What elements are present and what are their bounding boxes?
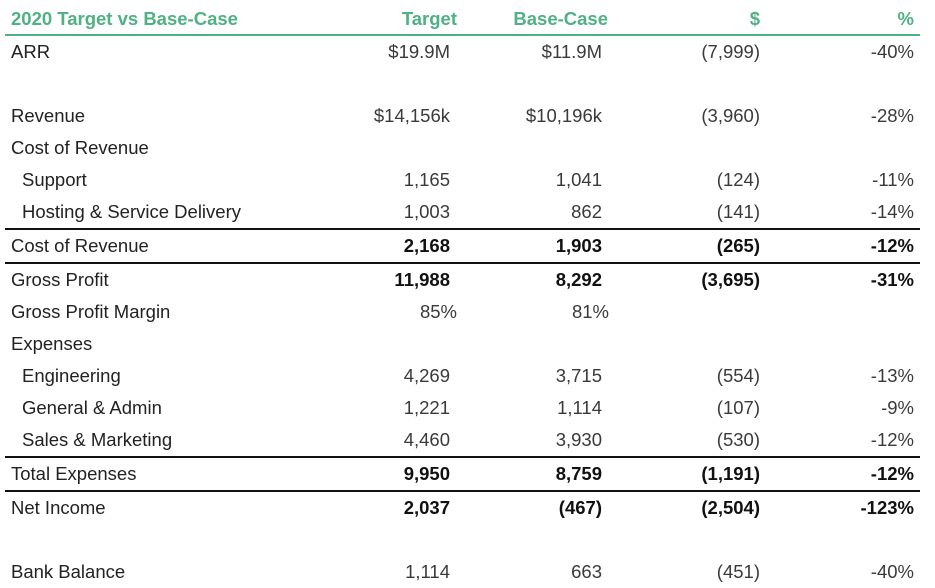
- target-value: 11,988: [394, 269, 450, 290]
- target-value: 2,168: [403, 235, 450, 256]
- target-value: 2,037: [403, 497, 450, 518]
- dollar-variance: (1,191): [701, 463, 760, 484]
- row-label: Engineering: [22, 365, 121, 386]
- base-case-value: 3,715: [555, 365, 602, 386]
- row-cost-of-revenue-heading: Cost of Revenue: [5, 132, 920, 164]
- target-value: 4,269: [403, 365, 450, 386]
- row-label: Gross Profit Margin: [11, 301, 171, 322]
- dollar-variance: (107): [716, 397, 760, 418]
- row-label: Gross Profit: [11, 269, 109, 290]
- percent-variance: -9%: [881, 397, 914, 418]
- percent-variance: -12%: [870, 429, 914, 450]
- base-case-value: 1,903: [555, 235, 602, 256]
- spacer-row: [5, 524, 920, 556]
- target-value: $14,156k: [373, 105, 450, 126]
- percent-variance: -12%: [870, 463, 914, 484]
- dollar-variance: (451): [716, 561, 760, 582]
- percent-variance: -11%: [872, 169, 914, 190]
- target-value: 1,221: [403, 397, 450, 418]
- column-header-percent: %: [897, 8, 914, 29]
- percent-variance: -123%: [860, 497, 914, 518]
- base-case-value: $11.9M: [541, 41, 602, 62]
- row-label: Revenue: [11, 105, 86, 126]
- percent-variance: -28%: [870, 105, 914, 126]
- row-hosting: Hosting & Service Delivery 1,003 862 (14…: [5, 196, 920, 228]
- row-support: Support 1,165 1,041 (124) -11%: [5, 164, 920, 196]
- target-value: 1,003: [403, 201, 450, 222]
- dollar-variance: (124): [716, 169, 760, 190]
- row-gross-profit: Gross Profit 11,988 8,292 (3,695) -31%: [5, 262, 920, 296]
- percent-variance: -40%: [870, 41, 914, 62]
- dollar-variance: (3,960): [701, 105, 760, 126]
- row-label: General & Admin: [22, 397, 162, 418]
- row-sales-marketing: Sales & Marketing 4,460 3,930 (530) -12%: [5, 424, 920, 456]
- row-label: Support: [22, 169, 87, 190]
- target-value: 4,460: [403, 429, 450, 450]
- dollar-variance: (141): [716, 201, 760, 222]
- target-value: 1,165: [403, 169, 450, 190]
- section-heading: Expenses: [11, 333, 93, 354]
- percent-variance: -40%: [870, 561, 914, 582]
- row-gross-profit-margin: Gross Profit Margin 85% 81%: [5, 296, 920, 328]
- base-case-value: (467): [558, 497, 602, 518]
- dollar-variance: (3,695): [701, 269, 760, 290]
- base-case-value: 3,930: [555, 429, 602, 450]
- column-header-base-case: Base-Case: [513, 8, 608, 29]
- table-title: 2020 Target vs Base-Case: [11, 8, 238, 29]
- column-header-dollar: $: [749, 8, 760, 29]
- column-header-target: Target: [401, 8, 457, 29]
- row-net-income: Net Income 2,037 (467) (2,504) -123%: [5, 490, 920, 524]
- row-bank-balance: Bank Balance 1,114 663 (451) -40%: [5, 556, 920, 588]
- target-value: $19.9M: [388, 41, 450, 62]
- section-heading: Cost of Revenue: [11, 137, 149, 158]
- base-case-value: $10,196k: [525, 105, 602, 126]
- dollar-variance: (554): [716, 365, 760, 386]
- base-case-value: 81%: [571, 301, 609, 322]
- row-label: Sales & Marketing: [22, 429, 173, 450]
- dollar-variance: (530): [716, 429, 760, 450]
- table-header: 2020 Target vs Base-Case Target Base-Cas…: [5, 4, 920, 36]
- base-case-value: 1,114: [557, 397, 602, 418]
- base-case-value: 8,759: [555, 463, 602, 484]
- row-revenue: Revenue $14,156k $10,196k (3,960) -28%: [5, 100, 920, 132]
- row-total-expenses: Total Expenses 9,950 8,759 (1,191) -12%: [5, 456, 920, 490]
- percent-variance: -13%: [870, 365, 914, 386]
- row-expenses-heading: Expenses: [5, 328, 920, 360]
- base-case-value: 8,292: [555, 269, 602, 290]
- row-label: Hosting & Service Delivery: [22, 201, 241, 222]
- base-case-value: 1,041: [555, 169, 602, 190]
- dollar-variance: (7,999): [701, 41, 760, 62]
- base-case-value: 862: [571, 201, 602, 222]
- dollar-variance: (265): [716, 235, 760, 256]
- row-label: Net Income: [11, 497, 106, 518]
- financial-table: 2020 Target vs Base-Case Target Base-Cas…: [5, 4, 920, 588]
- row-arr: ARR $19.9M $11.9M (7,999) -40%: [5, 36, 920, 68]
- dollar-variance: (2,504): [701, 497, 760, 518]
- base-case-value: 663: [571, 561, 602, 582]
- percent-variance: -14%: [870, 201, 914, 222]
- percent-variance: -12%: [870, 235, 914, 256]
- target-value: 1,114: [405, 561, 450, 582]
- percent-variance: -31%: [870, 269, 914, 290]
- target-value: 9,950: [403, 463, 450, 484]
- row-label: Total Expenses: [11, 463, 137, 484]
- row-general-admin: General & Admin 1,221 1,114 (107) -9%: [5, 392, 920, 424]
- spacer-row: [5, 68, 920, 100]
- row-label: Bank Balance: [11, 561, 126, 582]
- target-value: 85%: [419, 301, 457, 322]
- row-engineering: Engineering 4,269 3,715 (554) -13%: [5, 360, 920, 392]
- row-label: ARR: [11, 41, 51, 62]
- row-label: Cost of Revenue: [11, 235, 149, 256]
- row-cost-of-revenue-total: Cost of Revenue 2,168 1,903 (265) -12%: [5, 228, 920, 262]
